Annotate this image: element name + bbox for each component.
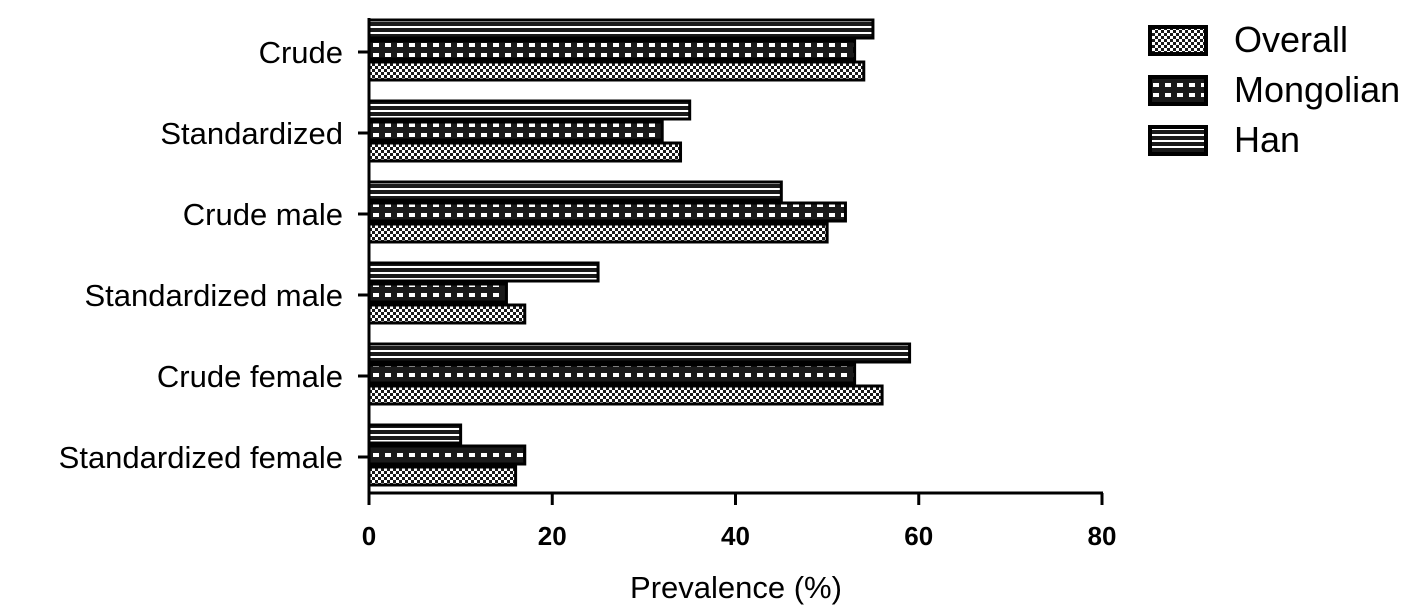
legend: Overall Mongolian Han (1148, 19, 1400, 160)
bar-overall-standardized-female (367, 465, 518, 487)
x-tick-label: 20 (538, 521, 567, 551)
bar-overall-standardized-male (367, 303, 527, 325)
legend-swatch-han (1148, 125, 1208, 156)
category-label: Crude (259, 35, 343, 70)
x-tick-label: 60 (904, 521, 933, 551)
category-label: Crude female (157, 359, 343, 394)
bar-mongolian-standardized (367, 120, 664, 142)
axes (367, 18, 1103, 495)
bar-mongolian-standardized-male (367, 282, 508, 304)
category-label: Standardized (160, 116, 343, 151)
bar-mongolian-crude (367, 39, 857, 61)
x-ticks: 0 20 40 60 80 (362, 493, 1117, 551)
x-tick-label: 80 (1088, 521, 1117, 551)
bar-han-standardized-female (367, 423, 463, 445)
x-axis-title: Prevalence (%) (630, 570, 842, 605)
bar-overall-crude-male (367, 222, 829, 244)
bar-overall-standardized (367, 141, 683, 163)
bar-mongolian-crude-male (367, 201, 847, 223)
category-label: Standardized female (59, 440, 343, 475)
legend-swatch-mongolian (1148, 75, 1208, 106)
bar-han-crude-male (367, 180, 783, 202)
legend-label-han: Han (1234, 119, 1300, 160)
bar-han-crude-female (367, 342, 912, 364)
legend-label-overall: Overall (1234, 19, 1348, 60)
bars-layer (367, 18, 912, 487)
bar-mongolian-standardized-female (367, 444, 527, 466)
bar-han-crude (367, 18, 875, 40)
category-labels: Crude Standardized Crude male Standardized … (59, 35, 369, 475)
bar-overall-crude-female (367, 384, 884, 406)
x-tick-label: 0 (362, 521, 376, 551)
bar-mongolian-crude-female (367, 363, 857, 385)
category-label: Crude male (183, 197, 343, 232)
legend-label-mongolian: Mongolian (1234, 69, 1400, 110)
x-tick-label: 40 (721, 521, 750, 551)
bar-overall-crude (367, 60, 866, 82)
category-label: Standardized male (85, 278, 344, 313)
bar-han-standardized-male (367, 261, 600, 283)
bar-han-standardized (367, 99, 692, 121)
legend-swatch-overall (1148, 25, 1208, 56)
